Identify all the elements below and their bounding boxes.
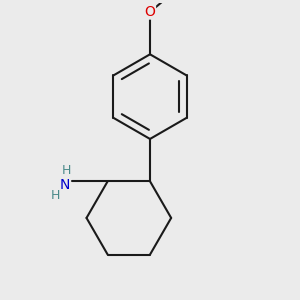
Text: H: H	[62, 164, 72, 177]
Text: H: H	[51, 189, 61, 202]
Text: O: O	[145, 5, 155, 19]
Text: N: N	[60, 178, 70, 192]
